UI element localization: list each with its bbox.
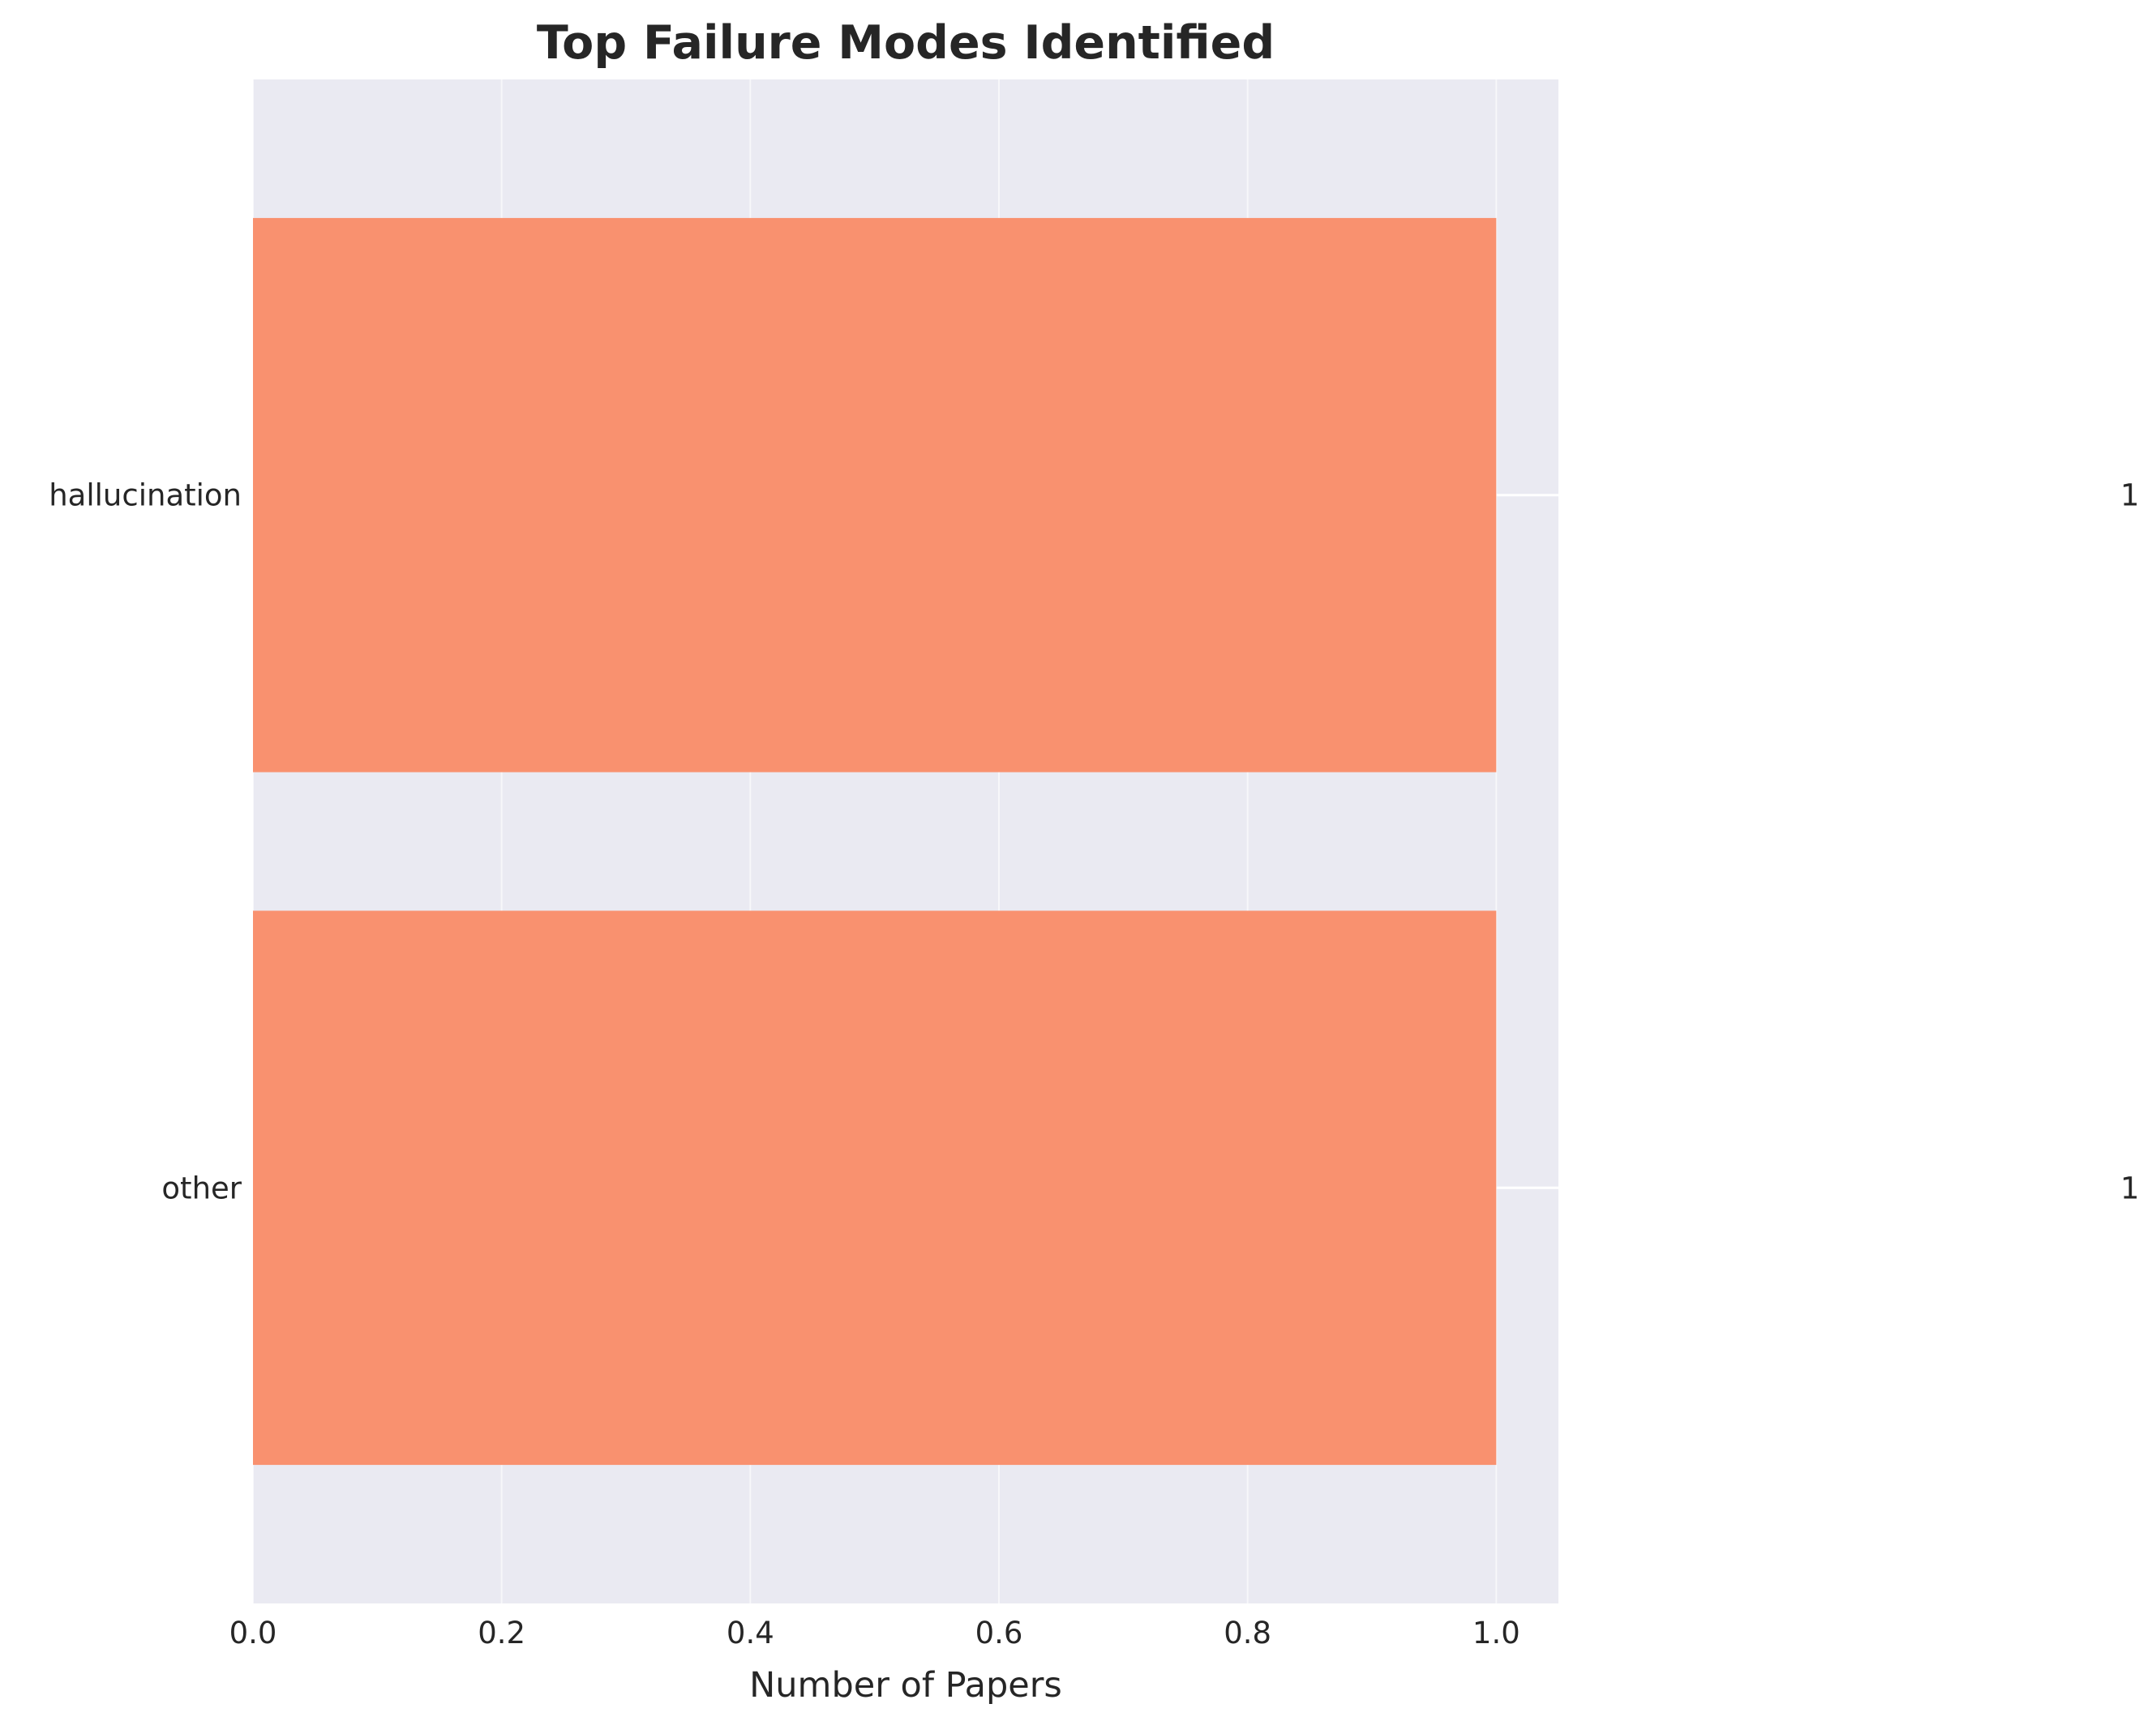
x-tick-label: 0.8 bbox=[1224, 1616, 1271, 1650]
x-tick-label: 0.2 bbox=[478, 1616, 525, 1650]
data-label: 1 bbox=[2120, 478, 2140, 513]
x-tick-label: 0.6 bbox=[975, 1616, 1023, 1650]
x-tick-label: 0.4 bbox=[727, 1616, 774, 1650]
x-tick-label: 1.0 bbox=[1472, 1616, 1520, 1650]
x-axis-label: Number of Papers bbox=[749, 1665, 1062, 1706]
bar-other bbox=[253, 910, 1497, 1466]
x-tick-labels: 0.0 0.2 0.4 0.6 0.8 1.0 bbox=[229, 1616, 1520, 1650]
bar-hallucination bbox=[253, 217, 1497, 773]
chart-title: Top Failure Modes Identified bbox=[537, 16, 1275, 70]
data-label: 1 bbox=[2120, 1171, 2140, 1205]
x-tick-label: 0.0 bbox=[229, 1616, 277, 1650]
data-labels: 11 bbox=[2120, 478, 2140, 1206]
y-tick-label: hallucination bbox=[49, 478, 242, 513]
bars bbox=[253, 217, 1497, 1466]
y-tick-label: other bbox=[161, 1171, 242, 1205]
y-tick-labels: hallucination other bbox=[49, 478, 242, 1206]
